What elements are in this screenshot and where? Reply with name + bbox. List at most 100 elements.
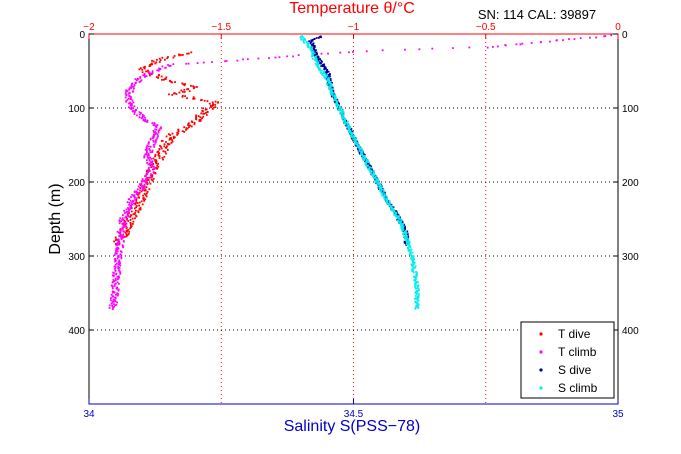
data-point — [151, 160, 154, 163]
data-point — [411, 265, 414, 268]
data-point — [350, 127, 353, 130]
data-point — [116, 287, 118, 290]
data-point — [142, 115, 145, 117]
data-point — [399, 218, 401, 221]
data-point — [416, 284, 419, 287]
data-point — [317, 58, 320, 61]
data-point — [327, 78, 330, 81]
data-point — [555, 39, 558, 42]
data-point — [146, 181, 148, 184]
data-point — [131, 99, 134, 102]
data-point — [133, 191, 136, 193]
data-point — [149, 156, 152, 159]
data-point — [355, 141, 358, 144]
data-point — [127, 220, 130, 222]
data-point — [117, 261, 120, 264]
data-point — [152, 140, 155, 143]
data-point — [145, 75, 148, 78]
data-point — [129, 227, 132, 230]
data-point — [301, 37, 304, 40]
data-point — [181, 95, 184, 98]
data-point — [409, 249, 412, 252]
data-point — [180, 54, 182, 56]
data-point — [128, 201, 131, 204]
data-point — [117, 289, 120, 292]
data-point — [405, 232, 408, 234]
data-point — [127, 228, 130, 231]
data-point — [135, 193, 138, 195]
data-point — [334, 98, 337, 101]
data-point — [165, 141, 167, 143]
data-point — [153, 168, 156, 170]
data-point — [122, 226, 125, 229]
data-point — [125, 215, 128, 218]
data-point — [170, 141, 173, 144]
data-point — [548, 40, 551, 43]
data-point — [127, 233, 130, 235]
data-point — [302, 40, 305, 43]
data-point — [125, 90, 127, 93]
data-point — [357, 142, 359, 144]
data-point — [121, 237, 124, 239]
data-point — [144, 198, 147, 201]
data-point — [312, 45, 315, 47]
data-point — [360, 152, 362, 155]
data-point — [162, 78, 165, 81]
data-point — [132, 200, 135, 203]
data-point — [117, 243, 120, 246]
data-point — [329, 89, 332, 92]
data-point — [156, 167, 159, 170]
data-point — [116, 250, 119, 253]
data-point — [386, 199, 388, 202]
data-point — [111, 291, 114, 294]
data-point — [135, 79, 138, 82]
data-point — [137, 211, 140, 214]
legend-label: S dive — [558, 363, 592, 377]
data-point — [114, 283, 116, 286]
data-point — [307, 44, 310, 47]
data-point — [193, 123, 196, 126]
data-point — [127, 210, 129, 213]
data-point — [152, 166, 155, 168]
data-point — [117, 267, 120, 270]
data-point — [145, 153, 148, 156]
data-point — [128, 203, 131, 206]
data-point — [110, 299, 112, 302]
data-point — [317, 56, 320, 59]
data-point — [331, 81, 333, 84]
data-point — [373, 177, 376, 180]
data-point — [144, 189, 147, 192]
data-point — [413, 276, 416, 279]
data-point — [370, 165, 373, 168]
data-point — [137, 185, 140, 188]
data-point — [336, 106, 339, 109]
data-point — [408, 245, 411, 247]
data-point — [139, 77, 142, 79]
data-point — [146, 144, 149, 147]
data-point — [147, 157, 150, 160]
data-point — [379, 187, 382, 189]
data-point — [181, 130, 184, 133]
right-axis-tick-label: 300 — [622, 252, 639, 263]
data-point — [306, 43, 309, 46]
data-point — [315, 49, 317, 52]
data-point — [374, 175, 377, 178]
data-point — [141, 71, 144, 74]
data-point — [334, 96, 337, 99]
data-point — [320, 52, 323, 55]
data-point — [141, 186, 144, 189]
data-point — [184, 95, 186, 98]
data-point — [374, 181, 377, 184]
data-point — [154, 140, 157, 143]
data-point — [402, 230, 405, 233]
data-point — [124, 216, 127, 219]
data-point — [339, 113, 342, 115]
data-point — [122, 240, 125, 243]
data-point — [187, 88, 190, 90]
data-point — [354, 139, 357, 141]
data-point — [147, 145, 150, 148]
data-point — [124, 92, 127, 95]
data-point — [127, 97, 130, 100]
data-point — [325, 76, 328, 79]
data-point — [310, 50, 313, 53]
